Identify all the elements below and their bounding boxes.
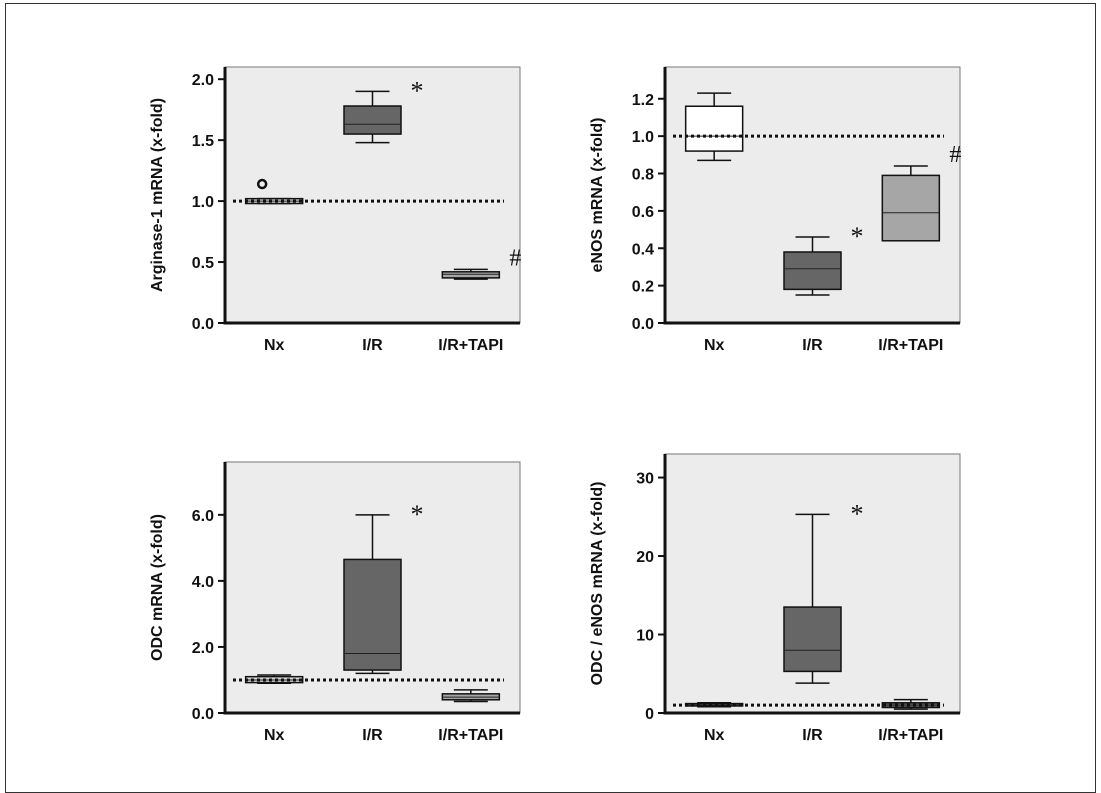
y-tick-label: 0.6 [632,204,654,221]
y-tick-label: 0.0 [192,316,214,333]
odc-chart: ODC mRNA (x-fold) 0.0 2.0 4.0 6.0 Nx * I/R I/R+T… [149,461,521,744]
x-category-label: Nx [704,337,725,354]
x-category-label: I/R+TAPI [878,337,943,354]
significance-marker: * [851,499,864,528]
y-tick-label: 1.5 [192,133,214,150]
significance-marker: * [411,76,424,105]
x-category-label: I/R [802,337,823,354]
significance-marker: # [509,245,521,271]
y-axis-title: eNOS mRNA (x-fold) [589,118,606,273]
x-category-label: I/R [362,727,383,744]
y-tick-label: 0 [645,706,654,723]
box [881,174,941,242]
arginase-1-chart: Arginase-1 mRNA (x-fold) 0.0 0.5 1.0 1.5 2.0 N… [149,66,521,354]
y-tick-label: 1.2 [632,92,654,109]
y-tick-label: 6.0 [192,508,214,525]
y-axis-title: ODC mRNA (x-fold) [149,514,166,661]
y-tick-label: 0.4 [632,241,654,258]
y-axis-title: Arginase-1 mRNA (x-fold) [149,98,166,292]
x-category-label: I/R [362,337,383,354]
y-tick-label: 0.2 [632,279,654,296]
box [783,251,842,291]
y-tick-label: 30 [636,471,654,488]
x-category-label: Nx [264,337,285,354]
y-tick-label: 0.5 [192,255,214,272]
y-tick-label: 10 [636,628,654,645]
x-category-label: Nx [704,727,725,744]
box [343,105,402,135]
y-tick-label: 20 [636,549,654,566]
enos-chart: eNOS mRNA (x-fold) 0.0 0.2 0.4 0.6 0.8 1.0 1.2 N… [589,66,961,354]
significance-marker: # [949,142,961,168]
y-tick-label: 1.0 [632,129,654,146]
outlier-point [256,178,268,190]
y-tick-label: 0.8 [632,167,654,184]
y-tick-label: 2.0 [192,640,214,657]
box [343,558,402,671]
odc-enos-ratio-chart: ODC / eNOS mRNA (x-fold) 0 10 20 30 Nx * I/R I/R… [589,453,961,744]
x-category-label: I/R [802,727,823,744]
x-category-label: I/R+TAPI [438,727,503,744]
y-tick-label: 2.0 [192,72,214,89]
y-tick-label: 1.0 [192,194,214,211]
x-category-label: Nx [264,727,285,744]
y-tick-label: 0.0 [632,316,654,333]
significance-marker: * [851,222,864,251]
y-axis-title: ODC / eNOS mRNA (x-fold) [589,482,606,686]
x-category-label: I/R+TAPI [878,727,943,744]
box [684,105,744,152]
box [783,606,842,673]
box [441,271,501,279]
x-category-label: I/R+TAPI [438,337,503,354]
y-tick-label: 4.0 [192,574,214,591]
y-tick-label: 0.0 [192,706,214,723]
significance-marker: * [411,500,424,529]
